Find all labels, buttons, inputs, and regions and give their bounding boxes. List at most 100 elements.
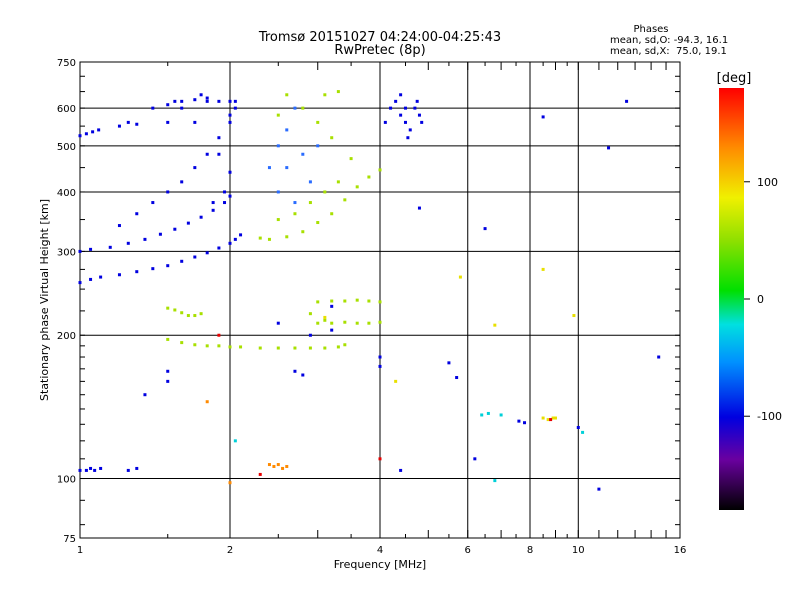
echo-point — [180, 341, 184, 345]
echo-point — [78, 249, 82, 253]
echo-point — [417, 206, 421, 210]
echo-point — [330, 299, 334, 303]
echo-point — [549, 418, 553, 422]
echo-point — [541, 115, 545, 119]
echo-point — [367, 175, 371, 179]
grid-layer — [80, 62, 680, 538]
echo-point — [473, 457, 477, 461]
echo-point — [217, 246, 221, 250]
echo-point — [193, 120, 197, 124]
echo-point — [285, 235, 289, 239]
echo-point — [211, 208, 215, 212]
echo-point — [99, 466, 103, 470]
echo-point — [117, 124, 121, 128]
echo-point — [211, 201, 215, 205]
echo-point — [173, 308, 177, 312]
echo-point — [217, 333, 221, 337]
echo-point — [523, 421, 527, 425]
echo-point — [135, 270, 139, 274]
x-tick-label: 6 — [465, 545, 471, 556]
x-tick-label: 8 — [527, 545, 533, 556]
echo-point — [180, 180, 184, 184]
echo-point — [276, 321, 280, 325]
chart-title: Tromsø 20151027 04:24:00-04:25:43 — [258, 30, 501, 45]
echo-point — [316, 221, 320, 225]
echo-point — [394, 379, 398, 383]
echo-point — [143, 393, 147, 397]
echo-point — [93, 468, 97, 472]
y-tick-label: 400 — [57, 188, 76, 199]
echo-point — [173, 227, 177, 231]
echo-point — [199, 215, 203, 219]
echo-point — [186, 314, 190, 318]
y-tick-label: 75 — [63, 534, 76, 545]
echo-point — [276, 218, 280, 222]
echo-point — [223, 190, 227, 194]
echo-point — [394, 99, 398, 103]
echo-point — [180, 106, 184, 110]
echo-point — [228, 99, 232, 103]
y-tick-label: 500 — [57, 142, 76, 153]
echo-point — [205, 152, 209, 156]
colorbar-tick-label: 100 — [757, 176, 778, 189]
echo-point — [239, 233, 243, 237]
echo-point — [89, 466, 93, 470]
phases-box: Phases mean, sd,O: -94.3, 16.1 mean, sd,… — [610, 24, 728, 57]
echo-point — [205, 400, 209, 404]
echo-point — [417, 113, 421, 117]
echo-point — [343, 320, 347, 324]
colorbar-ticks: 100 0 -100 — [744, 176, 782, 423]
echo-point — [276, 346, 280, 350]
echo-point — [151, 201, 155, 205]
colorbar-unit-label: [deg] — [717, 71, 752, 86]
echo-point — [228, 481, 232, 485]
echo-point — [285, 128, 289, 132]
echo-point — [126, 241, 130, 245]
echo-point — [108, 245, 112, 249]
echo-point — [205, 344, 209, 348]
echo-point — [389, 106, 393, 110]
echo-point — [272, 464, 276, 468]
echo-point — [343, 343, 347, 347]
echo-point — [378, 364, 382, 368]
echo-point — [258, 346, 262, 350]
echo-point — [233, 99, 237, 103]
echo-point — [228, 113, 232, 117]
echo-point — [78, 468, 82, 472]
echo-point — [285, 464, 289, 468]
echo-point — [576, 425, 580, 429]
echo-point — [343, 299, 347, 303]
echo-point — [143, 237, 147, 241]
chart-subtitle: RwPretec (8p) — [334, 43, 425, 58]
y-tick-label: 100 — [57, 475, 76, 486]
echo-point — [135, 466, 139, 470]
echo-point — [349, 157, 353, 161]
echo-point — [217, 344, 221, 348]
echo-point — [355, 321, 359, 325]
echo-point — [330, 136, 334, 140]
echo-point — [323, 93, 327, 97]
echo-point — [330, 328, 334, 332]
echo-point — [293, 201, 297, 205]
echo-point — [276, 144, 280, 148]
echo-point — [233, 439, 237, 443]
echo-point — [336, 180, 340, 184]
echo-point — [285, 93, 289, 97]
echo-point — [166, 264, 170, 268]
echo-point — [316, 321, 320, 325]
echo-point — [486, 411, 490, 415]
echo-point — [285, 166, 289, 170]
echo-point — [399, 468, 403, 472]
echo-point — [293, 369, 297, 373]
echo-point — [99, 275, 103, 279]
echo-point — [193, 314, 197, 318]
echo-point — [193, 255, 197, 259]
echo-point — [553, 416, 557, 420]
echo-point — [199, 93, 203, 97]
echo-point — [166, 369, 170, 373]
echo-point — [193, 343, 197, 347]
echo-point — [323, 190, 327, 194]
echo-point — [217, 99, 221, 103]
echo-point — [330, 321, 334, 325]
echo-point — [228, 241, 232, 245]
